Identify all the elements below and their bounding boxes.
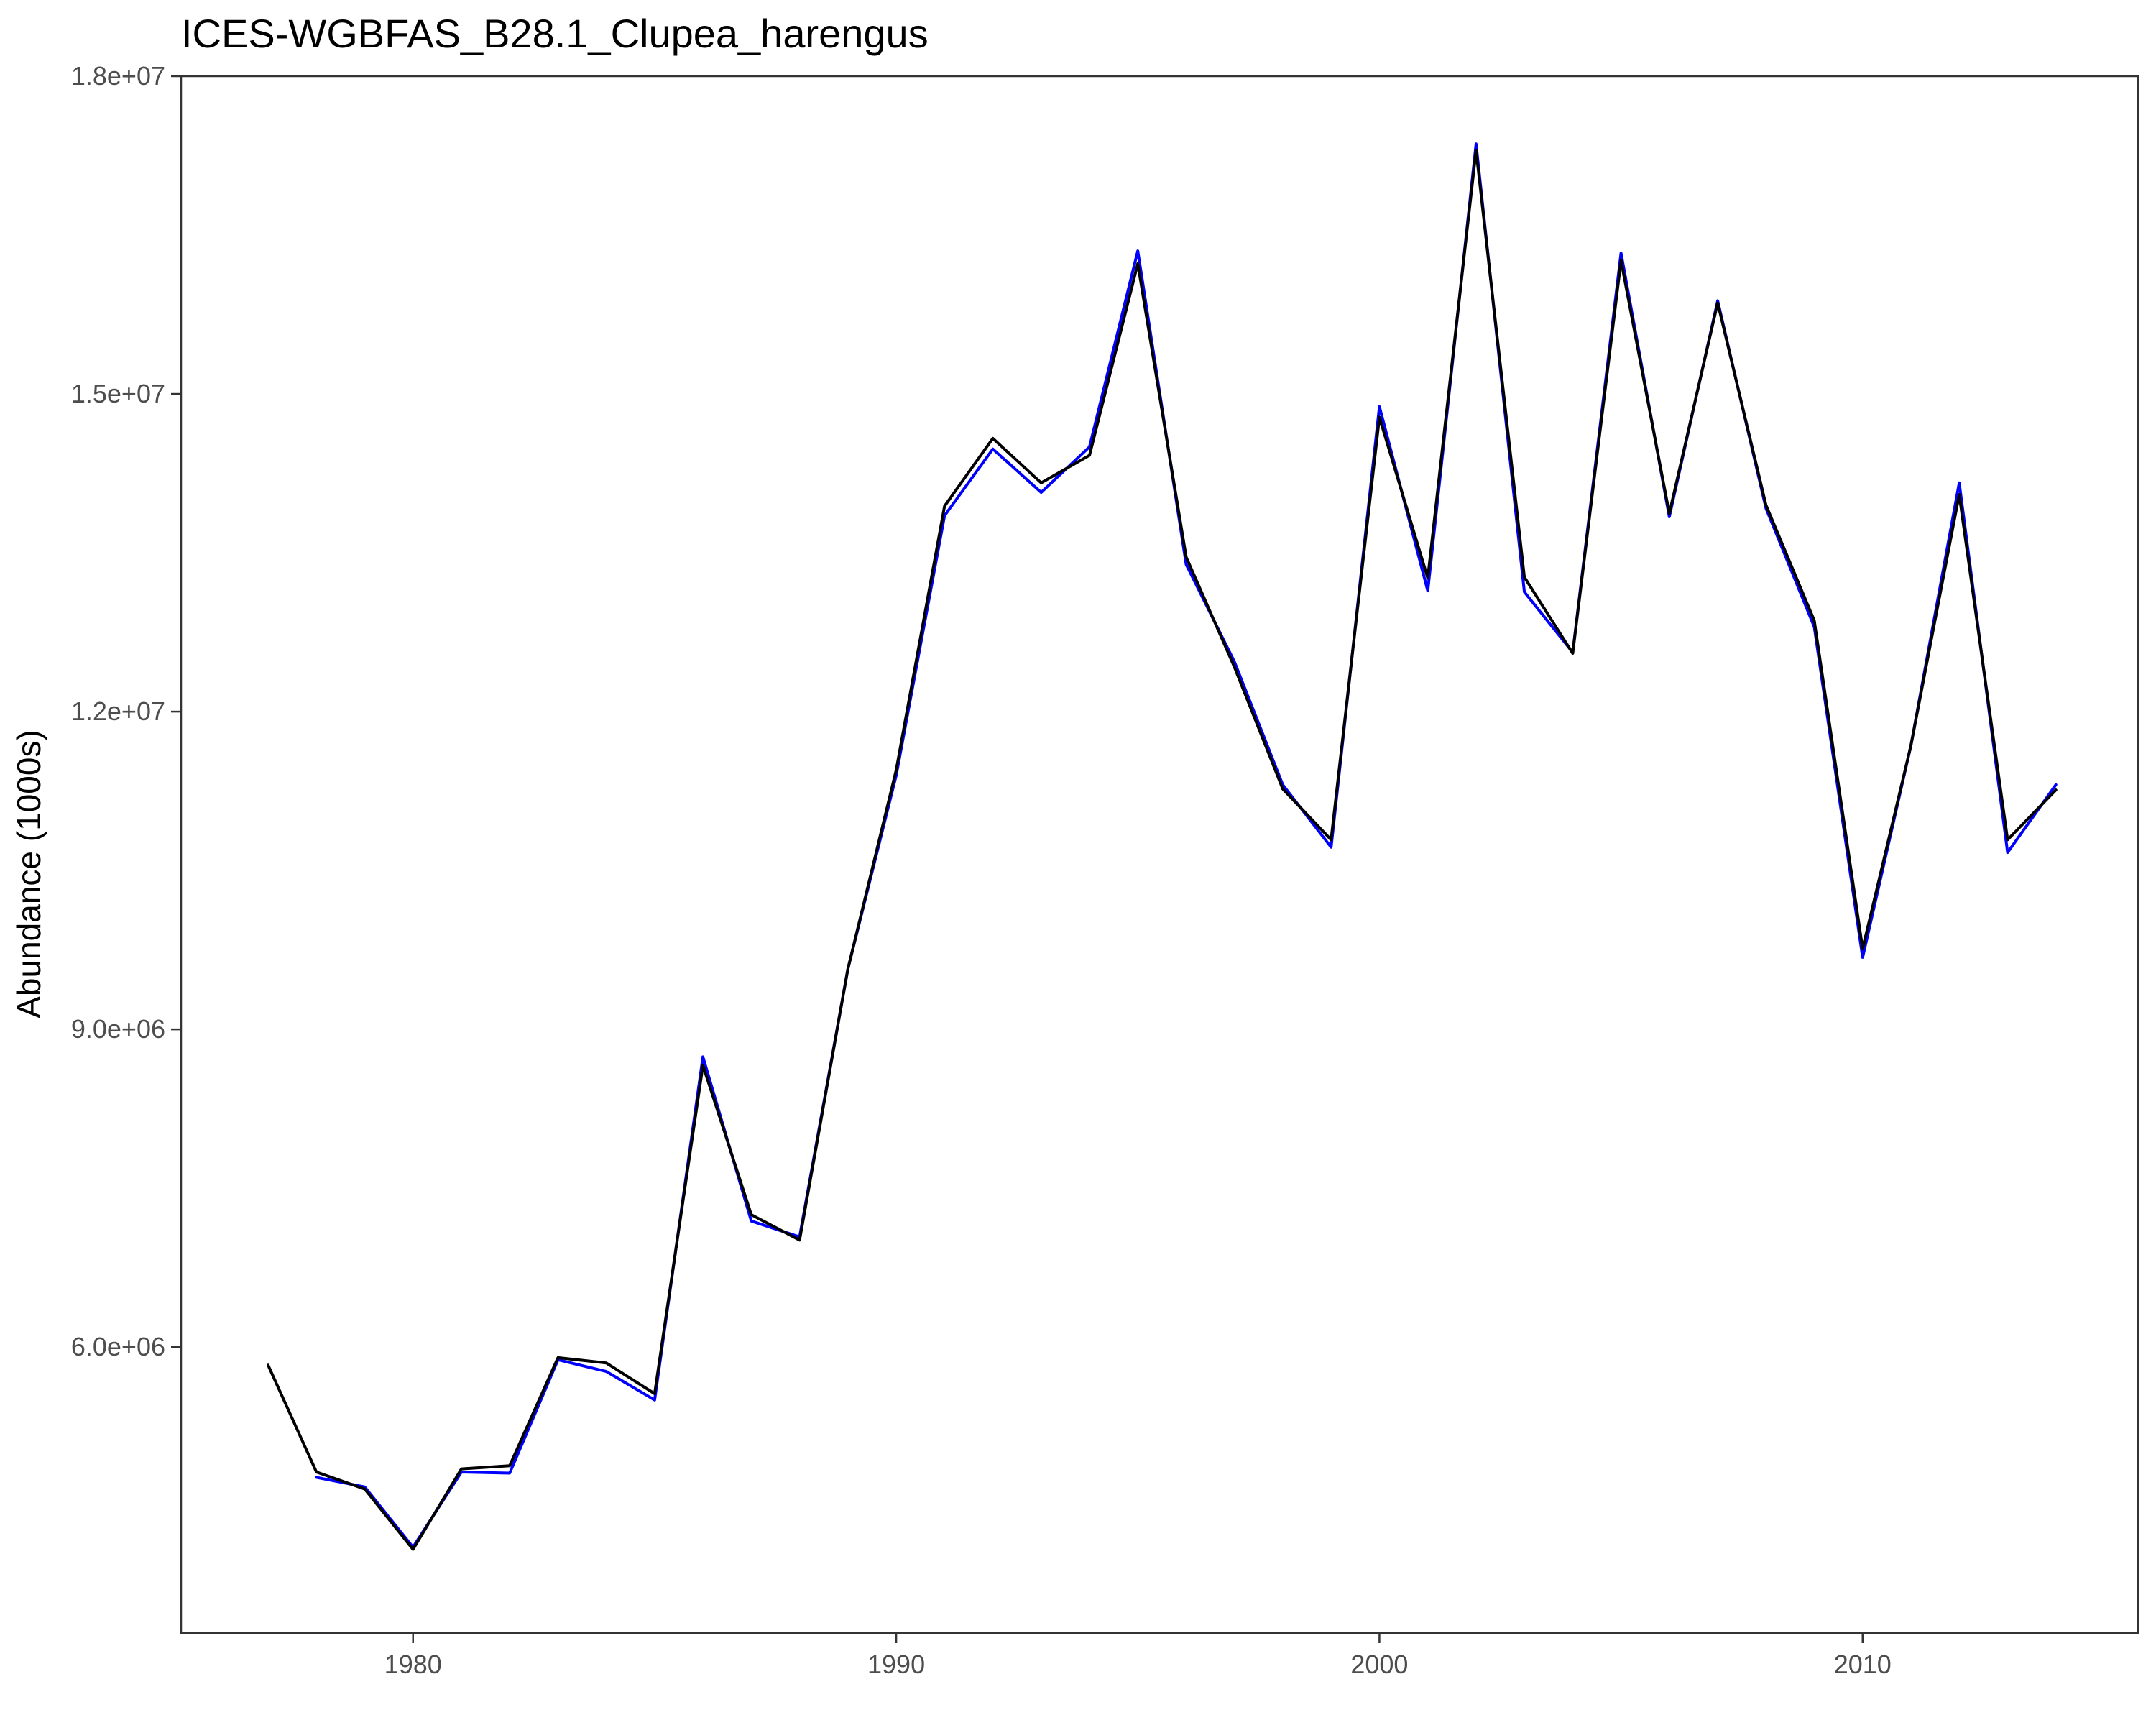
plot-panel: [180, 75, 2139, 1634]
y-axis-label: Abundance (1000s): [10, 730, 47, 1018]
y-tick-label: 9.0e+06: [71, 1014, 165, 1044]
y-tick-label: 1.5e+07: [71, 379, 165, 408]
series-group: [267, 142, 2058, 1551]
series-line-1: [315, 142, 2058, 1549]
y-tick-label: 1.2e+07: [71, 696, 165, 726]
y-axis: 6.0e+06 9.0e+06 1.2e+07 1.5e+07 1.8e+07: [71, 61, 181, 1361]
chart-title: ICES-WGBFAS_B28.1_Clupea_harengus: [181, 11, 929, 56]
x-tick-label: 2010: [1834, 1650, 1892, 1679]
x-tick-label: 1980: [384, 1650, 442, 1679]
y-tick-label: 1.8e+07: [71, 61, 165, 91]
y-tick-label: 6.0e+06: [71, 1332, 165, 1361]
x-tick-label: 2000: [1350, 1650, 1408, 1679]
x-axis: 1980 1990 2000 2010: [384, 1633, 1892, 1679]
series-line-2: [267, 149, 2058, 1551]
x-tick-label: 1990: [867, 1650, 925, 1679]
